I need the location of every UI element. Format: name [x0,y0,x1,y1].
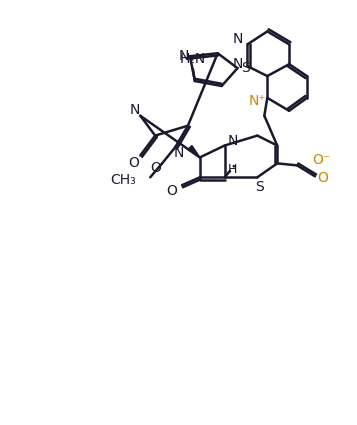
Text: O: O [151,162,162,176]
Text: O: O [167,184,177,198]
Text: O: O [317,171,328,185]
Text: N: N [232,57,243,71]
Polygon shape [188,145,200,157]
Text: S: S [241,61,250,75]
Text: N: N [232,32,243,46]
Text: N: N [179,49,189,63]
Text: N⁺: N⁺ [248,94,266,108]
Text: N: N [174,147,184,161]
Text: N: N [227,133,238,147]
Text: S: S [255,180,264,194]
Text: H₂N: H₂N [180,52,206,66]
Text: O⁻: O⁻ [312,153,330,167]
Text: O: O [128,156,139,170]
Text: CH₃: CH₃ [111,173,136,187]
Text: N: N [129,103,140,117]
Text: H: H [228,163,237,176]
